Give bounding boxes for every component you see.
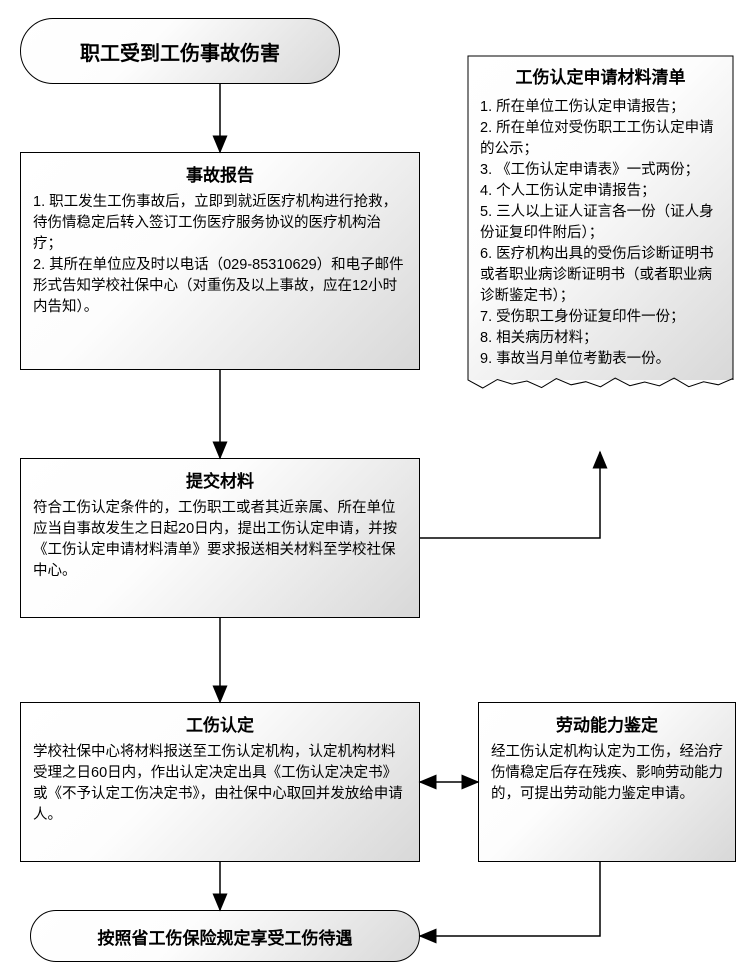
submit-body: 符合工伤认定条件的，工伤职工或者其近亲属、所在单位应当自事故发生之日起20日内，… [33,498,407,582]
identify-box: 工伤认定 学校社保中心将材料报送至工伤认定机构，认定机构材料受理之日60日内，作… [20,702,420,862]
checklist-note: 工伤认定申请材料清单 1. 所在单位工伤认定申请报告；2. 所在单位对受伤职工工… [468,56,733,380]
edge [420,452,600,538]
end-label: 按照省工伤保险规定享受工伤待遇 [98,924,353,949]
report-title: 事故报告 [33,161,407,186]
identify-body: 学校社保中心将材料报送至工伤认定机构，认定机构材料受理之日60日内，作出认定决定… [33,742,407,826]
submit-box: 提交材料 符合工伤认定条件的，工伤职工或者其近亲属、所在单位应当自事故发生之日起… [20,458,420,618]
start-label: 职工受到工伤事故伤害 [80,37,280,66]
edge [420,862,600,936]
report-box: 事故报告 1. 职工发生工伤事故后，立即到就近医疗机构进行抢救，待伤情稳定后转入… [20,152,420,370]
ability-title: 劳动能力鉴定 [491,711,723,736]
submit-title: 提交材料 [33,467,407,492]
start-terminal: 职工受到工伤事故伤害 [20,18,340,84]
ability-body: 经工伤认定机构认定为工伤，经治疗伤情稳定后存在残疾、影响劳动能力的，可提出劳动能… [491,742,723,805]
report-body: 1. 职工发生工伤事故后，立即到就近医疗机构进行抢救，待伤情稳定后转入签订工伤医… [33,192,407,318]
ability-box: 劳动能力鉴定 经工伤认定机构认定为工伤，经治疗伤情稳定后存在残疾、影响劳动能力的… [478,702,736,862]
checklist-title: 工伤认定申请材料清单 [480,66,721,91]
checklist-body: 1. 所在单位工伤认定申请报告；2. 所在单位对受伤职工工伤认定申请的公示；3.… [480,97,721,370]
end-terminal: 按照省工伤保险规定享受工伤待遇 [30,910,420,962]
identify-title: 工伤认定 [33,711,407,736]
